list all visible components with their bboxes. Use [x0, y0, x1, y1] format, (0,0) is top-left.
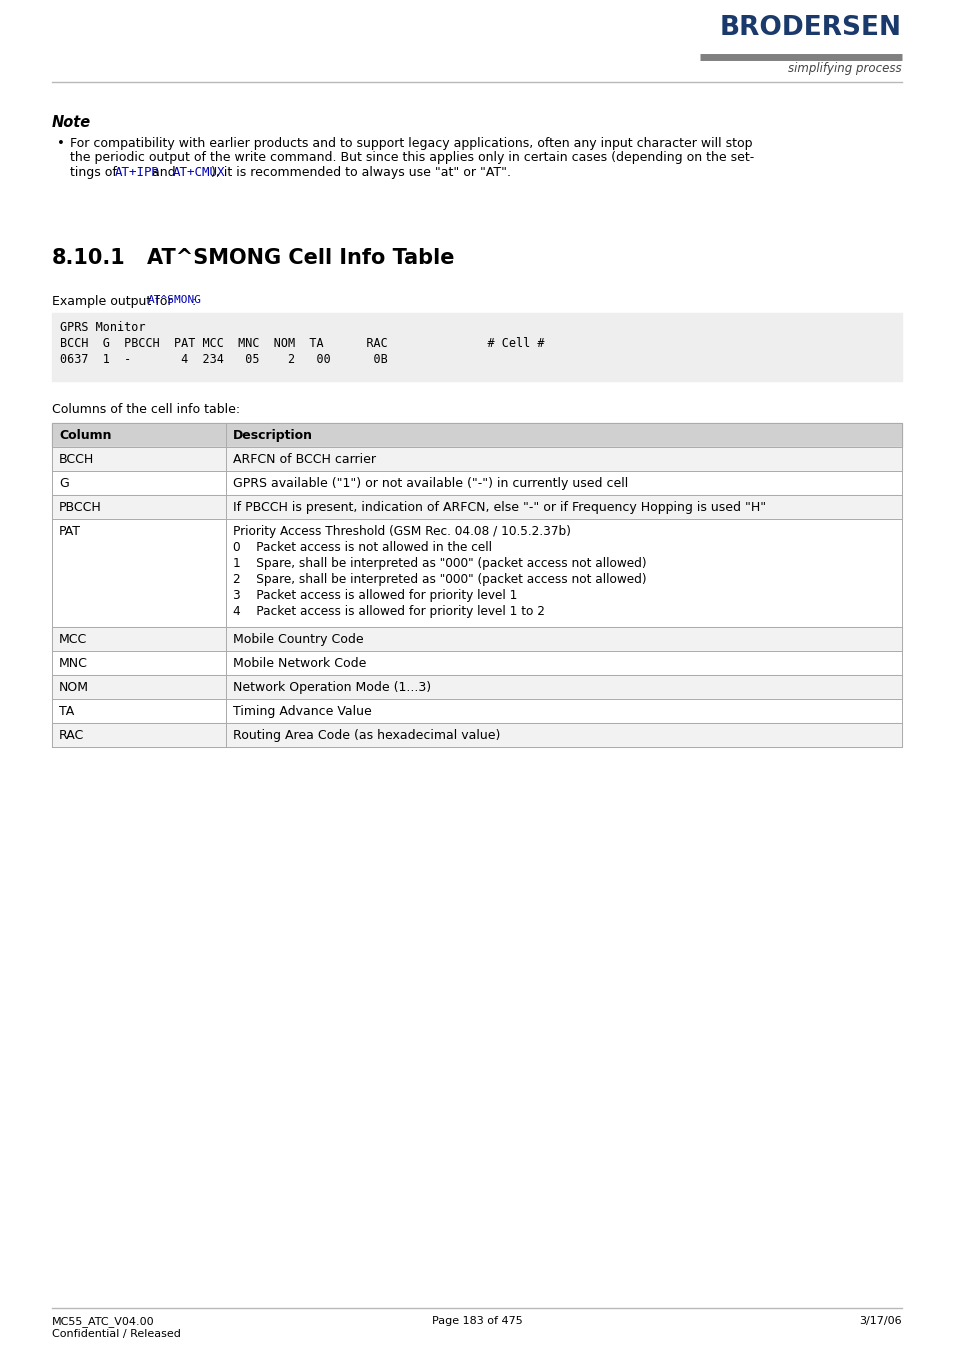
Text: GPRS Monitor: GPRS Monitor [60, 322, 146, 334]
Text: If PBCCH is present, indication of ARFCN, else "-" or if Frequency Hopping is us: If PBCCH is present, indication of ARFCN… [233, 501, 765, 513]
Bar [52, 471, 901, 494]
Bar [52, 313, 901, 381]
Text: Mobile Network Code: Mobile Network Code [233, 657, 366, 670]
Text: MC55_ATC_V04.00: MC55_ATC_V04.00 [52, 1316, 154, 1327]
Text: AT^SMONG Cell Info Table: AT^SMONG Cell Info Table [147, 249, 454, 267]
Text: NOM: NOM [59, 681, 89, 694]
Text: 2    Spare, shall be interpreted as "000" (packet access not allowed): 2 Spare, shall be interpreted as "000" (… [233, 573, 646, 586]
Bar [52, 423, 901, 447]
Text: BCCH  G  PBCCH  PAT MCC  MNC  NOM  TA      RAC              # Cell #: BCCH G PBCCH PAT MCC MNC NOM TA RAC # Ce… [60, 336, 544, 350]
Text: Network Operation Mode (1...3): Network Operation Mode (1...3) [233, 681, 431, 694]
Text: Mobile Country Code: Mobile Country Code [233, 634, 363, 646]
Text: Priority Access Threshold (GSM Rec. 04.08 / 10.5.2.37b): Priority Access Threshold (GSM Rec. 04.0… [233, 526, 571, 538]
Text: G: G [59, 477, 69, 490]
Text: Columns of the cell info table:: Columns of the cell info table: [52, 403, 240, 416]
Text: MCC: MCC [59, 634, 87, 646]
Text: AT+IPR: AT+IPR [115, 166, 160, 178]
Text: PBCCH: PBCCH [59, 501, 102, 513]
Text: Note: Note [52, 115, 91, 130]
Text: 4    Packet access is allowed for priority level 1 to 2: 4 Packet access is allowed for priority … [233, 605, 544, 617]
Text: BRODERSEN: BRODERSEN [720, 15, 901, 41]
Text: tings of: tings of [70, 166, 121, 178]
Text: and: and [148, 166, 179, 178]
Bar [52, 494, 901, 519]
Text: AT+CMUX: AT+CMUX [172, 166, 225, 178]
Text: ARFCN of BCCH carrier: ARFCN of BCCH carrier [233, 453, 375, 466]
Text: 1    Spare, shall be interpreted as "000" (packet access not allowed): 1 Spare, shall be interpreted as "000" (… [233, 557, 646, 570]
Text: Confidential / Released: Confidential / Released [52, 1329, 181, 1339]
Text: 0    Packet access is not allowed in the cell: 0 Packet access is not allowed in the ce… [233, 540, 492, 554]
Text: 0637  1  -       4  234   05    2   00      0B: 0637 1 - 4 234 05 2 00 0B [60, 353, 387, 366]
Text: GPRS available ("1") or not available ("-") in currently used cell: GPRS available ("1") or not available ("… [233, 477, 628, 490]
Text: MNC: MNC [59, 657, 88, 670]
Text: BCCH: BCCH [59, 453, 94, 466]
Text: simplifying process: simplifying process [787, 62, 901, 76]
Text: Timing Advance Value: Timing Advance Value [233, 705, 372, 717]
Text: :: : [192, 295, 196, 308]
Bar [52, 723, 901, 747]
Text: TA: TA [59, 705, 74, 717]
Text: the periodic output of the write command. But since this applies only in certain: the periodic output of the write command… [70, 151, 754, 165]
Bar [52, 676, 901, 698]
Bar [52, 519, 901, 627]
Text: 3/17/06: 3/17/06 [859, 1316, 901, 1325]
Text: Description: Description [233, 430, 313, 442]
Text: Routing Area Code (as hexadecimal value): Routing Area Code (as hexadecimal value) [233, 730, 500, 742]
Bar [52, 698, 901, 723]
Text: Page 183 of 475: Page 183 of 475 [431, 1316, 522, 1325]
Text: •: • [57, 136, 65, 150]
Bar [52, 447, 901, 471]
Text: RAC: RAC [59, 730, 84, 742]
Text: PAT: PAT [59, 526, 81, 538]
Bar [52, 651, 901, 676]
Text: Column: Column [59, 430, 112, 442]
Text: For compatibility with earlier products and to support legacy applications, ofte: For compatibility with earlier products … [70, 136, 752, 150]
Text: AT^SMONG: AT^SMONG [148, 295, 202, 305]
Text: 3    Packet access is allowed for priority level 1: 3 Packet access is allowed for priority … [233, 589, 517, 603]
Bar [52, 627, 901, 651]
Text: Example output for: Example output for [52, 295, 176, 308]
Text: 8.10.1: 8.10.1 [52, 249, 126, 267]
Text: ), it is recommended to always use "at" or "AT".: ), it is recommended to always use "at" … [212, 166, 511, 178]
